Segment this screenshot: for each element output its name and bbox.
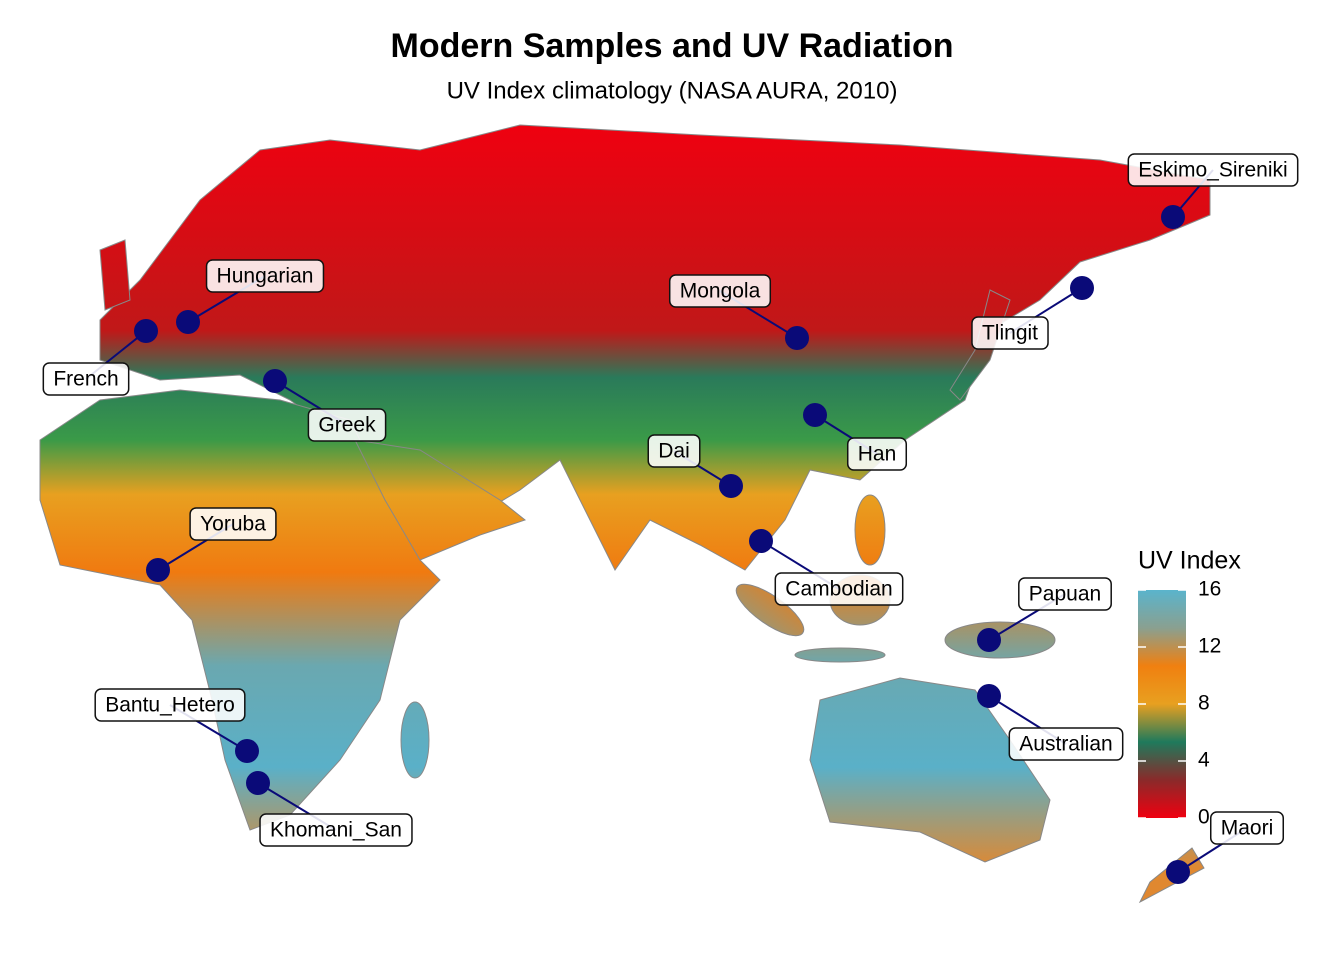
sample-point [176,310,200,334]
label-box [307,408,387,442]
sample-labels: Eskimo_Sireniki Hungarian French Mongola Tli… [42,153,1299,847]
sample-label: Yoruba [200,513,266,536]
philippines [854,494,886,566]
label-box [846,437,908,471]
label-box [774,572,904,606]
sample-point [749,529,773,553]
label-box [1018,577,1112,611]
sample-label: Bantu_Hetero [105,694,235,717]
africa [39,389,441,831]
label-box [94,688,246,722]
legend-tick-label: 0 [1198,806,1210,829]
sample-point [1166,860,1190,884]
sample-point [134,319,158,343]
sample-points [134,205,1190,884]
label-box [647,434,701,468]
sample-label: Dai [658,440,690,463]
australia [809,677,1051,863]
legend-tick-label: 12 [1198,635,1221,658]
label-box [189,507,277,541]
label-box [1127,153,1299,187]
label-box [259,813,413,847]
sample-point [1161,205,1185,229]
samples: Eskimo_Sireniki Hungarian French Mongola Tli… [42,153,1299,884]
legend: UV Index 0 4 8 12 16 [1138,547,1241,829]
subtitle: UV Index climatology (NASA AURA, 2010) [447,77,898,104]
sample-point [719,474,743,498]
legend-tick-label: 8 [1198,692,1210,715]
label-box [42,362,130,396]
sample-point [235,739,259,763]
sample-label: Eskimo_Sireniki [1138,159,1287,182]
sample-point [977,684,1001,708]
uk [99,239,131,311]
sample-point [246,771,270,795]
sample-label: Mongola [680,280,761,303]
land [39,124,1211,904]
label-box [1209,811,1285,845]
java [794,647,886,663]
sample-label: Papuan [1029,583,1101,606]
legend-tick-label: 16 [1198,578,1221,601]
sample-label: French [53,368,118,391]
sample-point [146,558,170,582]
sample-label: Hungarian [217,265,314,288]
sample-point [785,326,809,350]
legend-tick-label: 4 [1198,749,1210,772]
title: Modern Samples and UV Radiation [391,27,954,65]
sample-label: Greek [318,414,376,437]
sample-point [263,369,287,393]
sample-label: Tlingit [982,322,1038,345]
label-box [971,316,1049,350]
sample-point [977,628,1001,652]
sample-label: Cambodian [785,578,892,601]
madagascar [400,701,430,779]
sample-label: Maori [1221,817,1274,840]
arabia [354,439,527,561]
sample-point [803,403,827,427]
label-box [1008,727,1124,761]
legend-title: UV Index [1138,547,1241,575]
sample-label: Australian [1019,733,1112,756]
sample-point [1070,276,1094,300]
label-box [668,274,772,308]
label-box [205,259,325,293]
sample-label: Khomani_San [270,819,402,842]
sample-label: Han [858,443,897,466]
